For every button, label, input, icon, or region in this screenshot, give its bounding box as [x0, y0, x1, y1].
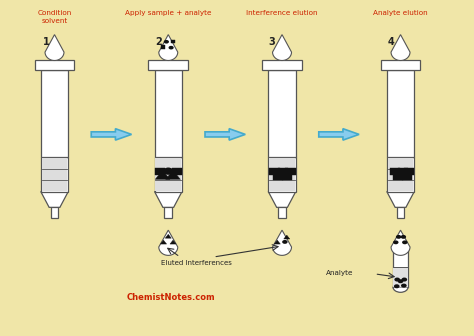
- Bar: [393, 173, 403, 180]
- Bar: [268, 70, 296, 157]
- Bar: [35, 60, 74, 70]
- Bar: [381, 60, 420, 70]
- Polygon shape: [273, 230, 292, 255]
- Polygon shape: [391, 230, 410, 255]
- Text: 3: 3: [269, 37, 275, 47]
- Polygon shape: [159, 230, 178, 255]
- Bar: [387, 70, 414, 157]
- Polygon shape: [391, 35, 410, 60]
- Circle shape: [164, 40, 169, 44]
- Polygon shape: [274, 240, 280, 244]
- Bar: [282, 173, 292, 180]
- Bar: [268, 157, 296, 192]
- Bar: [155, 168, 165, 175]
- Circle shape: [401, 284, 407, 288]
- Circle shape: [169, 46, 173, 49]
- Polygon shape: [45, 35, 64, 60]
- Polygon shape: [165, 234, 171, 238]
- Polygon shape: [155, 170, 170, 179]
- Circle shape: [398, 279, 403, 283]
- Bar: [269, 158, 295, 191]
- Circle shape: [396, 235, 401, 239]
- Bar: [42, 158, 67, 191]
- Circle shape: [394, 284, 400, 288]
- Bar: [393, 250, 408, 287]
- Bar: [164, 207, 172, 218]
- Bar: [285, 168, 296, 175]
- Bar: [397, 207, 404, 218]
- Bar: [51, 207, 58, 218]
- Circle shape: [163, 168, 173, 175]
- Bar: [262, 60, 302, 70]
- Bar: [155, 158, 181, 191]
- Bar: [155, 70, 182, 157]
- Bar: [155, 157, 182, 192]
- Circle shape: [394, 278, 400, 282]
- Text: Condition
solvent: Condition solvent: [37, 10, 72, 24]
- Bar: [278, 168, 288, 175]
- Circle shape: [401, 278, 407, 282]
- Bar: [273, 173, 283, 180]
- Polygon shape: [91, 129, 131, 140]
- Polygon shape: [284, 235, 290, 239]
- Bar: [398, 168, 408, 175]
- Text: 1: 1: [43, 37, 49, 47]
- Polygon shape: [205, 129, 246, 140]
- Polygon shape: [155, 192, 182, 207]
- Polygon shape: [387, 192, 414, 207]
- Bar: [393, 267, 408, 287]
- Polygon shape: [268, 192, 296, 207]
- Text: Interference elution: Interference elution: [246, 10, 318, 16]
- Text: Analyte elution: Analyte elution: [373, 10, 428, 16]
- Bar: [41, 70, 68, 157]
- Circle shape: [401, 235, 406, 239]
- Polygon shape: [41, 192, 68, 207]
- Polygon shape: [161, 240, 166, 244]
- Wedge shape: [393, 287, 408, 292]
- Polygon shape: [319, 129, 359, 140]
- Circle shape: [402, 240, 408, 244]
- Polygon shape: [165, 170, 181, 179]
- Bar: [278, 207, 286, 218]
- Bar: [402, 173, 412, 180]
- Text: Analyte: Analyte: [326, 270, 353, 276]
- Bar: [390, 168, 400, 175]
- Bar: [404, 168, 414, 175]
- Bar: [172, 168, 182, 175]
- Polygon shape: [273, 35, 292, 60]
- Text: ChemistNotes.com: ChemistNotes.com: [127, 293, 215, 302]
- Bar: [387, 157, 414, 192]
- Text: 2: 2: [155, 37, 162, 47]
- Text: Eluted Interferences: Eluted Interferences: [161, 260, 232, 266]
- Circle shape: [282, 240, 288, 244]
- Bar: [41, 157, 68, 192]
- Polygon shape: [170, 240, 176, 244]
- Polygon shape: [159, 35, 178, 60]
- Circle shape: [393, 240, 399, 244]
- Bar: [161, 45, 165, 48]
- Bar: [148, 60, 188, 70]
- Bar: [171, 40, 175, 43]
- Text: 4: 4: [387, 37, 394, 47]
- Bar: [388, 158, 413, 191]
- Bar: [269, 168, 280, 175]
- Text: Apply sample + analyte: Apply sample + analyte: [125, 10, 211, 16]
